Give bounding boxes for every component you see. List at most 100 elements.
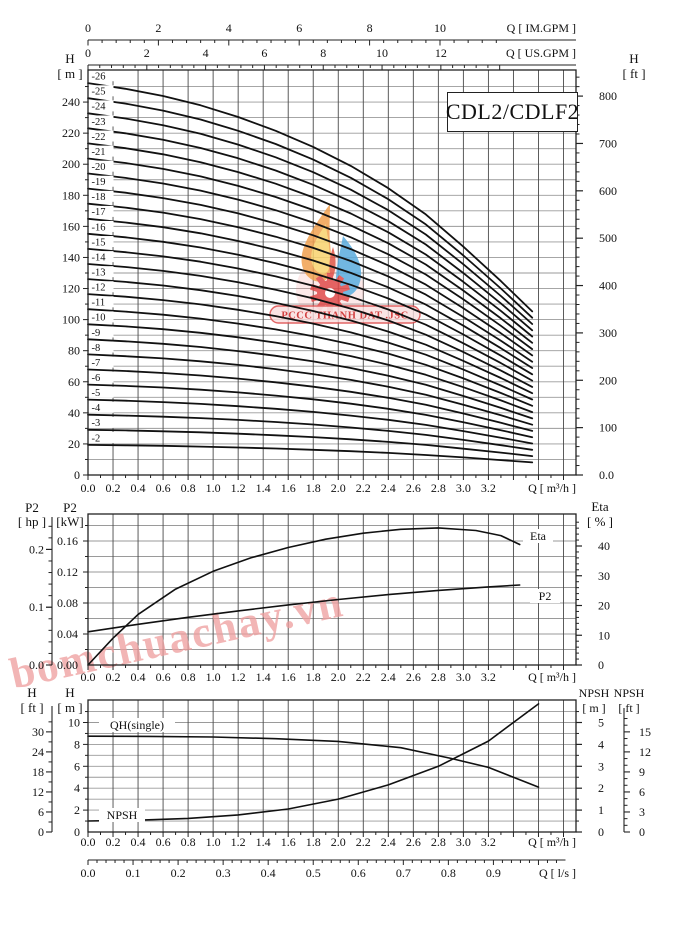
tick-label: 0.04 xyxy=(57,627,78,641)
tick-label: 1.8 xyxy=(306,670,321,684)
npsh-axis-npshft: 0 3 6 9 12 15 NPSH[ ft ] xyxy=(614,686,651,839)
tick-label: 2 xyxy=(74,803,80,817)
tick-label: 30 xyxy=(32,725,44,739)
stage-label: -19 xyxy=(92,177,106,188)
curve-label: P2 xyxy=(539,589,552,603)
tick-label: 1.0 xyxy=(206,481,221,495)
tick-label: 180 xyxy=(62,188,80,202)
tick-label: 0.6 xyxy=(156,835,171,849)
tick-label: 100 xyxy=(62,313,80,327)
npsh-grid xyxy=(88,700,576,832)
tick-label: 6 xyxy=(38,805,44,819)
tick-label: 2 xyxy=(144,46,150,60)
stage-label: -10 xyxy=(92,313,106,324)
tick-label: 240 xyxy=(62,95,80,109)
tick-label: 220 xyxy=(62,126,80,140)
tick-label: 2.8 xyxy=(431,670,446,684)
tick-label: 3.2 xyxy=(481,481,496,495)
x-axis-unit-label: Q [ IM.GPM ] xyxy=(507,21,576,35)
stage-label: -4 xyxy=(92,403,101,414)
curve-label: NPSH xyxy=(107,808,138,822)
stage-label: -6 xyxy=(92,373,101,384)
curve-label: Eta xyxy=(530,529,547,543)
tick-label: 3.0 xyxy=(456,670,471,684)
stage-label: -9 xyxy=(92,328,101,339)
tick-label: 1.0 xyxy=(206,835,221,849)
tick-label: 0.0 xyxy=(81,670,96,684)
axis-name: NPSH xyxy=(614,686,645,700)
tick-label: 0 xyxy=(38,825,44,839)
stage-label: -23 xyxy=(92,117,106,128)
chart-title: CDL2/CDLF2 xyxy=(446,92,579,132)
tick-label: 300 xyxy=(599,326,617,340)
axis-name: P2 xyxy=(25,500,39,515)
tick-label: 0.0 xyxy=(81,866,96,880)
stage-label: -5 xyxy=(92,388,101,399)
stage-label: -8 xyxy=(92,343,101,354)
tick-label: 18 xyxy=(32,765,44,779)
tick-label: 2.4 xyxy=(381,670,396,684)
tick-label: 0 xyxy=(598,825,604,839)
tick-label: 20 xyxy=(68,437,80,451)
tick-label: 0.0 xyxy=(81,835,96,849)
tick-label: 9 xyxy=(639,765,645,779)
axis-unit: [kW] xyxy=(56,514,83,529)
axis-name: H xyxy=(65,685,74,700)
stage-label: -16 xyxy=(92,222,106,233)
tick-label: 8 xyxy=(320,46,326,60)
stage-label: -12 xyxy=(92,283,106,294)
stage-label: -21 xyxy=(92,147,106,158)
axis-unit: [ m ] xyxy=(582,701,605,715)
tick-label: 4 xyxy=(74,781,80,795)
x-axis-unit-label: Q [ l/s ] xyxy=(539,866,576,880)
stage-label: -11 xyxy=(92,298,106,309)
watermark-logo-text: PCCC THANH DAT .JSC xyxy=(281,311,408,322)
x-axis-unit-label: Q [ m³/h ] xyxy=(528,670,576,684)
x-axis-unit-label: Q [ m³/h ] xyxy=(528,835,576,849)
tick-label: 0.4 xyxy=(131,670,146,684)
tick-label: 160 xyxy=(62,219,80,233)
tick-label: 2.8 xyxy=(431,481,446,495)
tick-label: 0.7 xyxy=(396,866,411,880)
tick-label: 0 xyxy=(85,21,91,35)
power-axis-x: 0.0 0.2 0.4 0.6 0.8 1.0 1.2 1.4 1.6 1.8 2.0 2.2 2.4 2… xyxy=(81,665,576,684)
tick-label: 0.0 xyxy=(29,658,44,672)
tick-label: 3.0 xyxy=(456,481,471,495)
tick-label: 80 xyxy=(68,344,80,358)
power-axis-hp: 0.0 0.1 0.2 P2[ hp ] xyxy=(18,500,53,672)
tick-label: 0.1 xyxy=(29,600,44,614)
stage-label: -17 xyxy=(92,207,106,218)
power-curves: Eta P2 xyxy=(87,527,560,666)
tick-label: 200 xyxy=(599,373,617,387)
tick-label: 0.8 xyxy=(441,866,456,880)
stage-label: -2 xyxy=(92,433,101,444)
tick-label: 0.2 xyxy=(106,670,121,684)
tick-label: 24 xyxy=(32,745,44,759)
tick-label: 2.0 xyxy=(331,835,346,849)
stage-label: -18 xyxy=(92,192,106,203)
tick-label: 3.0 xyxy=(456,835,471,849)
tick-label: 12 xyxy=(32,785,44,799)
tick-label: 0.8 xyxy=(181,670,196,684)
stage-label: -14 xyxy=(92,252,107,263)
tick-label: 1.4 xyxy=(256,481,271,495)
axis-unit: [ hp ] xyxy=(18,514,46,529)
axis-name: H xyxy=(65,51,74,66)
tick-label: 0.16 xyxy=(57,534,78,548)
axis-unit: [ ft ] xyxy=(622,66,645,81)
axis-name: H xyxy=(27,685,36,700)
tick-label: 1.4 xyxy=(256,670,271,684)
tick-label: 40 xyxy=(68,406,80,420)
tick-label: 20 xyxy=(598,599,610,613)
tick-label: 0.6 xyxy=(156,670,171,684)
tick-label: 10 xyxy=(598,628,610,642)
tick-label: 3.2 xyxy=(481,835,496,849)
stage-label: -26 xyxy=(92,72,106,83)
tick-label: 0.2 xyxy=(106,481,121,495)
x-axis-unit-label: Q [ US.GPM ] xyxy=(506,46,576,60)
tick-label: 800 xyxy=(599,89,617,103)
tick-label: 1.2 xyxy=(231,481,246,495)
tick-label: 12 xyxy=(435,46,447,60)
